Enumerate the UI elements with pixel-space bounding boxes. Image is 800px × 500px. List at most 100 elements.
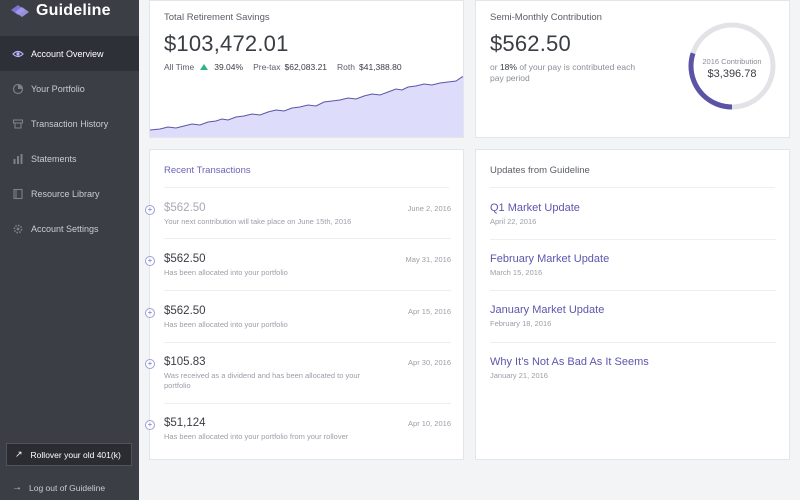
- update-title-link[interactable]: January Market Update: [490, 304, 605, 316]
- transactions-title[interactable]: Recent Transactions: [164, 165, 251, 176]
- note-suffix: of your pay is contributed each pay peri…: [490, 62, 636, 83]
- eye-icon: [12, 48, 24, 60]
- transaction-desc: Has been allocated into your portfolio f…: [164, 432, 349, 441]
- divider: [164, 403, 451, 404]
- sidebar-item-your-portfolio[interactable]: Your Portfolio: [0, 71, 139, 106]
- pretax-stat: Pre-tax $62,083.21: [253, 62, 327, 72]
- sidebar-item-transaction-history[interactable]: Transaction History: [0, 106, 139, 141]
- transaction-date: Apr 15, 2016: [408, 307, 451, 316]
- transactions-card: Recent Transactions + $562.50 June 2, 20…: [145, 149, 464, 460]
- contribution-note: or 18% of your pay is contributed each p…: [490, 62, 650, 84]
- transaction-desc: Your next contribution will take place o…: [164, 217, 352, 226]
- sidebar-item-statements[interactable]: Statements: [0, 141, 139, 176]
- update-title-link[interactable]: Why It’s Not As Bad As It Seems: [490, 356, 649, 368]
- divider: [490, 290, 776, 291]
- transactions-icon: [12, 118, 24, 130]
- contribution-title: Semi-Monthly Contribution: [490, 12, 602, 23]
- transaction-desc: Has been allocated into your portfolio: [164, 320, 288, 329]
- transaction-amount: $562.50: [164, 305, 206, 317]
- logout-label: Log out of Guideline: [29, 482, 106, 493]
- update-item[interactable]: January Market Update February 18, 2016: [490, 304, 776, 343]
- transaction-amount: $105.83: [164, 356, 206, 368]
- roth-value: $41,388.80: [359, 62, 402, 72]
- all-time-stat: All Time 39.04%: [164, 62, 243, 72]
- transaction-amount: $562.50: [164, 202, 206, 214]
- transaction-desc: Has been allocated into your portfolio: [164, 268, 288, 277]
- brand-name: Guideline: [36, 2, 111, 19]
- note-prefix: or: [490, 62, 498, 72]
- update-date: April 22, 2016: [490, 217, 537, 226]
- update-date: January 21, 2016: [490, 371, 548, 380]
- divider: [164, 238, 451, 239]
- transaction-amount: $51,124: [164, 417, 206, 429]
- rollover-label: Rollover your old 401(k): [30, 449, 121, 460]
- savings-sparkline: [150, 76, 463, 137]
- bar-chart-icon: [12, 153, 24, 165]
- update-item[interactable]: February Market Update March 15, 2016: [490, 253, 776, 291]
- donut-value: $3,396.78: [707, 68, 757, 80]
- book-icon: [12, 188, 24, 200]
- rollover-button[interactable]: ↗ Rollover your old 401(k): [6, 443, 132, 466]
- sidebar-item-label: Your Portfolio: [31, 83, 85, 94]
- update-item[interactable]: Why It’s Not As Bad As It Seems January …: [490, 356, 776, 380]
- expand-plus-icon[interactable]: +: [145, 359, 155, 369]
- sidebar-item-account-overview[interactable]: Account Overview: [0, 36, 139, 71]
- pie-chart-icon: [12, 83, 24, 95]
- brand[interactable]: Guideline: [0, 0, 139, 22]
- sparkline-area: [150, 76, 463, 137]
- transaction-desc: Was received as a dividend and has been …: [164, 371, 361, 390]
- sidebar-item-account-settings[interactable]: Account Settings: [0, 211, 139, 246]
- updates-title: Updates from Guideline: [490, 165, 590, 176]
- gear-icon: [12, 223, 24, 235]
- sidebar-item-label: Account Overview: [31, 48, 104, 59]
- sidebar-item-label: Transaction History: [31, 118, 109, 129]
- contribution-amount: $562.50: [490, 31, 571, 56]
- transaction-amount: $562.50: [164, 253, 206, 265]
- logout-link[interactable]: → Log out of Guideline: [12, 482, 105, 493]
- update-date: March 15, 2016: [490, 268, 543, 277]
- sidebar: Guideline Account Overview Your Portfoli…: [0, 0, 139, 500]
- arrow-right-icon: ↗: [15, 449, 23, 459]
- divider: [164, 187, 449, 188]
- divider: [490, 342, 776, 343]
- pretax-value: $62,083.21: [284, 62, 328, 72]
- update-title-link[interactable]: Q1 Market Update: [490, 202, 580, 214]
- savings-stats: All Time 39.04% Pre-tax $62,083.21 Roth …: [164, 62, 412, 72]
- savings-card: Total Retirement Savings $103,472.01 All…: [149, 0, 464, 138]
- savings-total: $103,472.01: [164, 31, 289, 56]
- divider: [490, 239, 776, 240]
- divider: [490, 187, 775, 188]
- logout-icon: →: [12, 482, 22, 493]
- divider: [164, 342, 451, 343]
- donut-label: 2016 Contribution: [702, 57, 762, 66]
- update-date: February 18, 2016: [490, 319, 552, 328]
- guideline-logo-icon: [10, 4, 30, 18]
- donut-progress-arc: [688, 22, 776, 110]
- roth-label: Roth: [337, 62, 355, 72]
- contribution-percent[interactable]: 18%: [499, 62, 517, 72]
- updates-card: Updates from Guideline Q1 Market Update …: [475, 149, 790, 460]
- expand-plus-icon[interactable]: +: [145, 420, 155, 430]
- contribution-donut: [688, 22, 776, 110]
- expand-plus-icon[interactable]: +: [145, 256, 155, 266]
- up-arrow-icon: [200, 64, 209, 70]
- transaction-date: Apr 10, 2016: [408, 419, 451, 428]
- roth-stat: Roth $41,388.80: [337, 62, 402, 72]
- transaction-date: May 31, 2016: [405, 255, 451, 264]
- savings-title: Total Retirement Savings: [164, 12, 270, 23]
- sparkline-line: [150, 76, 463, 131]
- sidebar-item-label: Statements: [31, 153, 77, 164]
- all-time-label: All Time: [164, 62, 195, 72]
- expand-plus-icon[interactable]: +: [145, 308, 155, 318]
- update-title-link[interactable]: February Market Update: [490, 253, 610, 265]
- sidebar-nav: Account Overview Your Portfolio Transact…: [0, 36, 139, 246]
- expand-plus-icon[interactable]: +: [145, 205, 155, 215]
- sidebar-item-resource-library[interactable]: Resource Library: [0, 176, 139, 211]
- all-time-value: 39.04%: [214, 62, 244, 72]
- sidebar-item-label: Account Settings: [31, 223, 99, 234]
- divider: [164, 290, 451, 291]
- update-item[interactable]: Q1 Market Update April 22, 2016: [490, 202, 776, 240]
- contribution-card: Semi-Monthly Contribution $562.50 or 18%…: [475, 0, 790, 138]
- sidebar-item-label: Resource Library: [31, 188, 100, 199]
- transaction-date: Apr 30, 2016: [408, 358, 451, 367]
